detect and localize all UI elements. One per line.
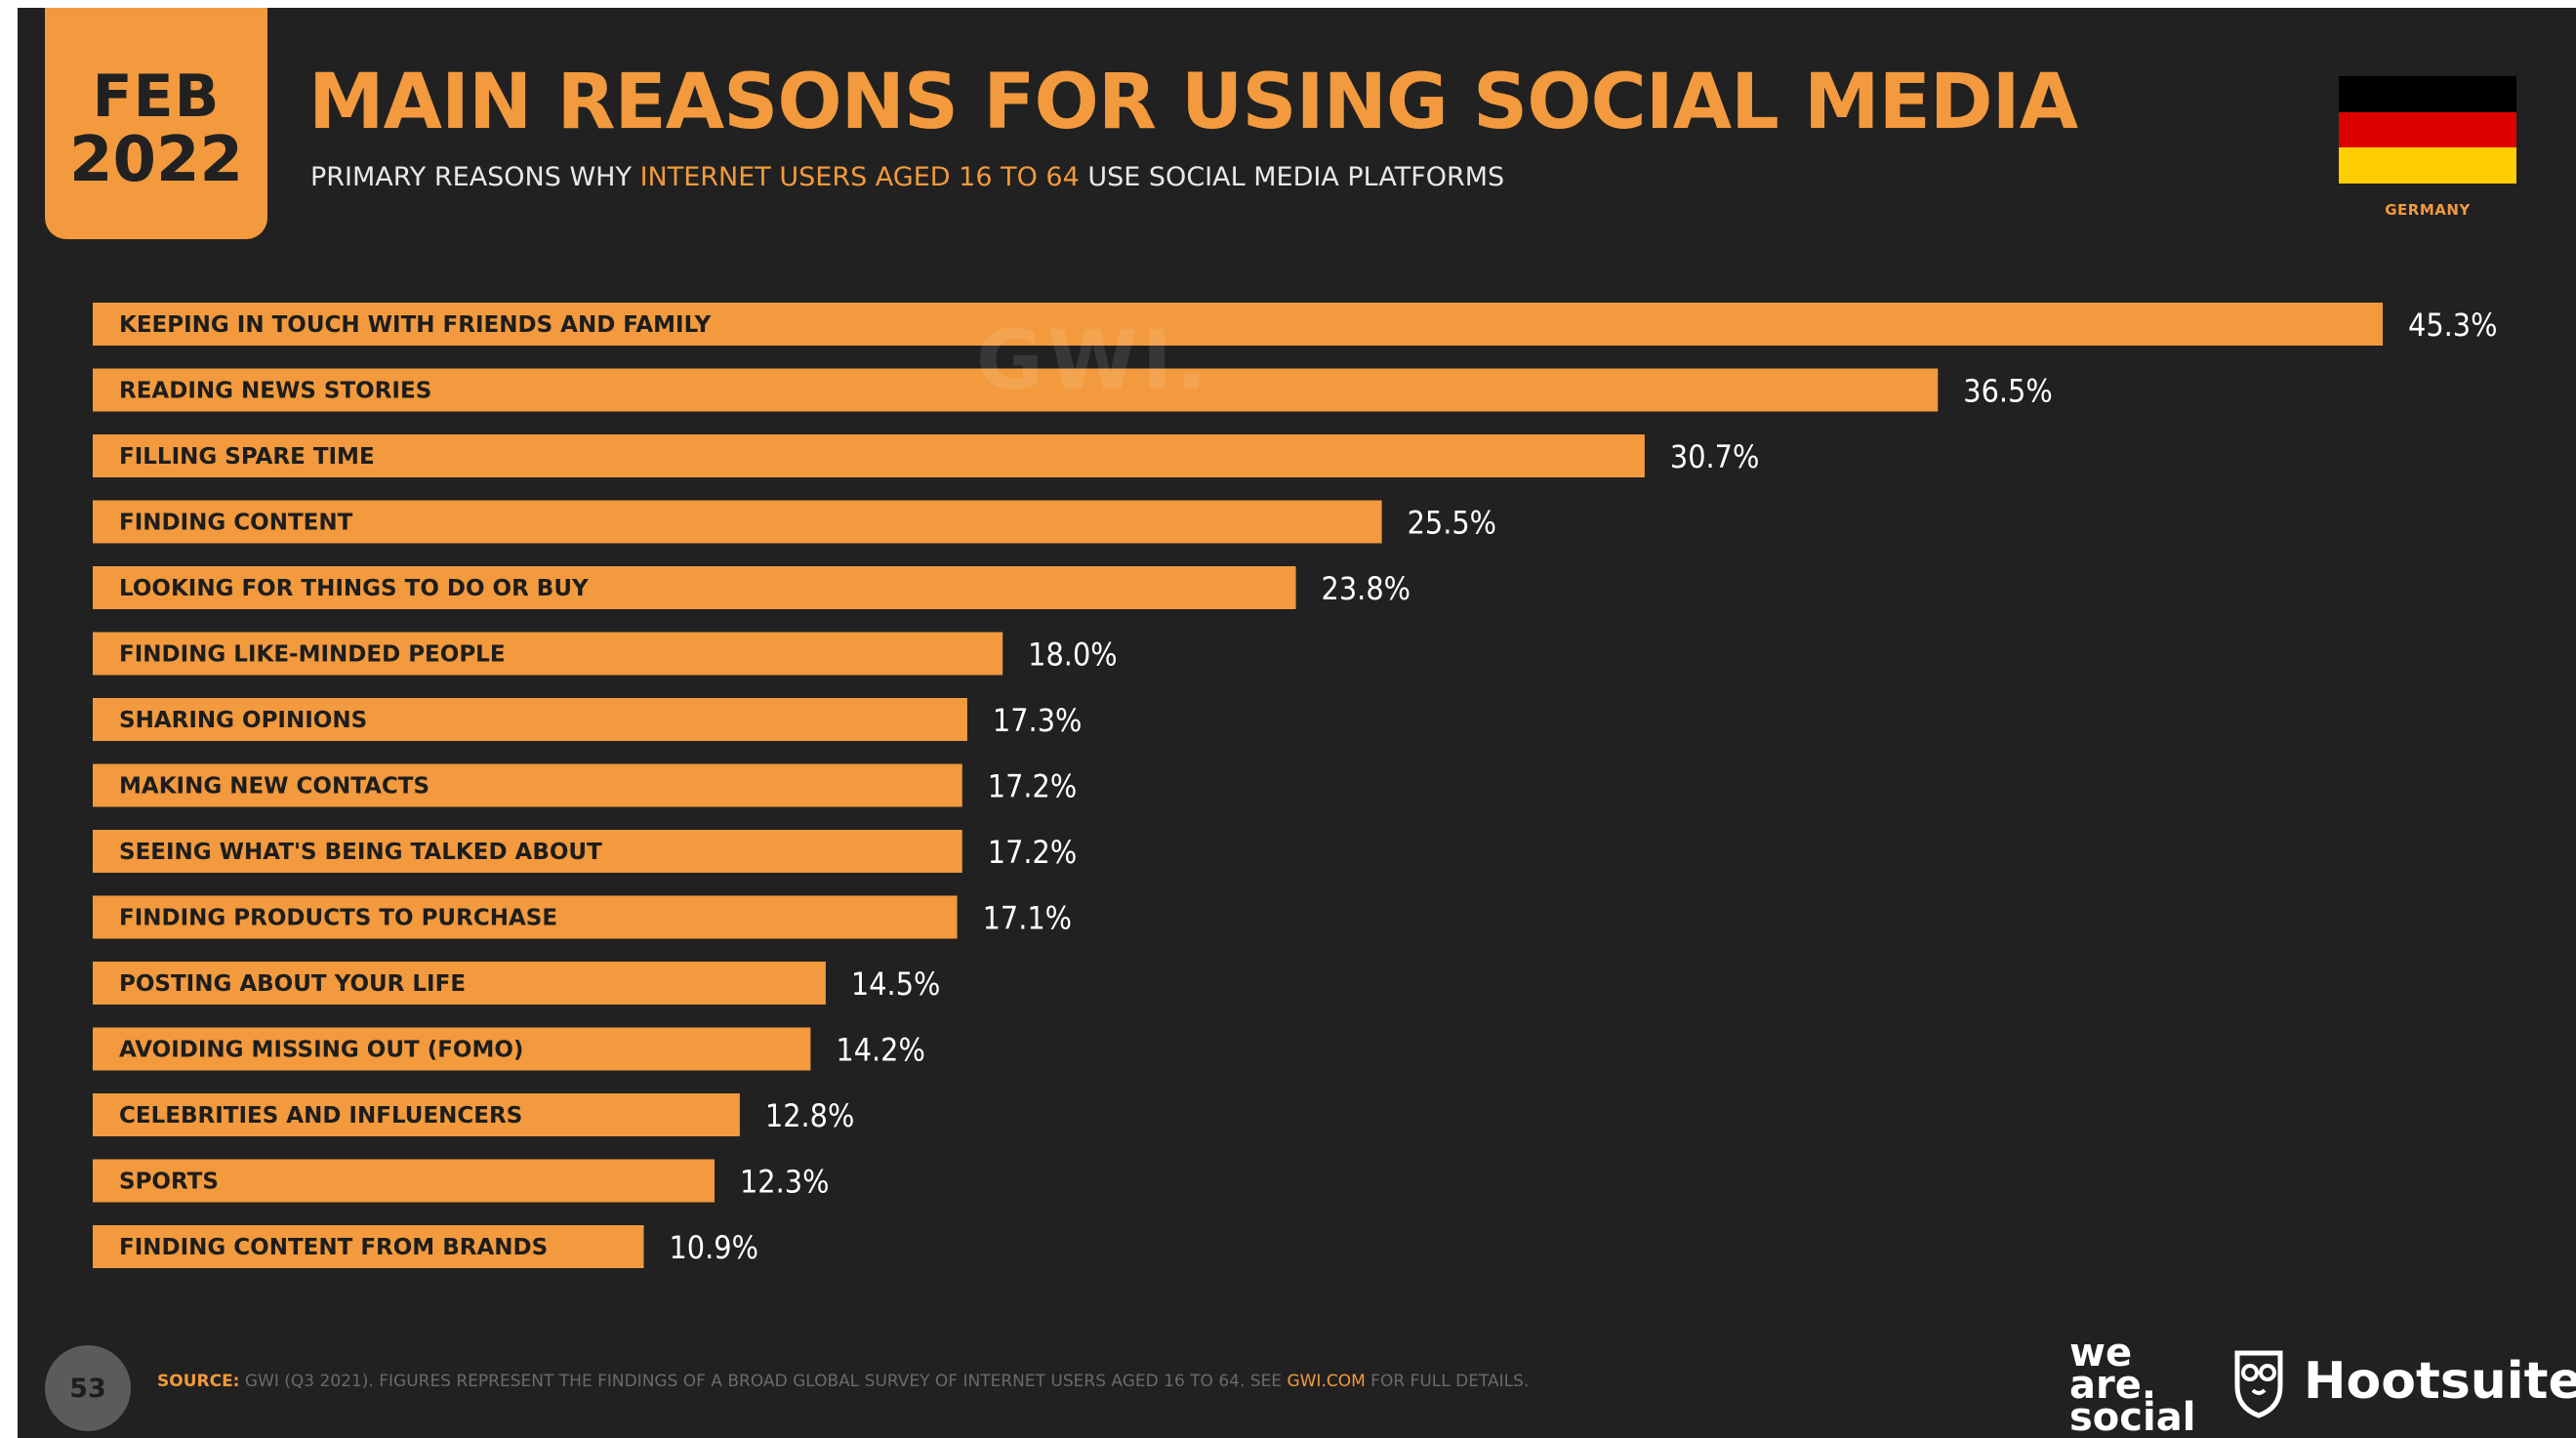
- bar-value-label: 18.0%: [1028, 637, 1117, 674]
- bar-value-label: 12.3%: [740, 1164, 829, 1201]
- bar-value-label: 10.9%: [669, 1229, 757, 1266]
- we-are-social-logo: we are. social: [2069, 1331, 2196, 1438]
- bar: [93, 566, 1296, 609]
- source-link[interactable]: GWI.COM: [1287, 1372, 1366, 1391]
- page-subtitle: PRIMARY REASONS WHY INTERNET USERS AGED …: [310, 162, 1504, 192]
- bar-value-label: 17.2%: [988, 768, 1077, 805]
- source-note: SOURCE: GWI (Q3 2021). FIGURES REPRESENT…: [157, 1372, 1529, 1391]
- country-label: GERMANY: [2385, 201, 2471, 219]
- owl-shield-icon: [2234, 1350, 2283, 1418]
- hootsuite-wordmark: Hootsuite: [2304, 1352, 2576, 1411]
- flag-stripe-gold: [2339, 147, 2516, 184]
- bar-chart: KEEPING IN TOUCH WITH FRIENDS AND FAMILY…: [93, 303, 2497, 1268]
- bar: [93, 962, 826, 1005]
- bar-value-label: 25.5%: [1408, 505, 1496, 542]
- flag-stripe-red: [2339, 111, 2516, 148]
- subtitle-highlight: INTERNET USERS AGED 16 TO 64: [639, 162, 1080, 192]
- bar-category-label: LOOKING FOR THINGS TO DO OR BUY: [119, 576, 589, 601]
- bar-category-label: SEEING WHAT'S BEING TALKED ABOUT: [119, 840, 602, 865]
- bar-value-label: 14.2%: [836, 1032, 924, 1069]
- logo-social: social: [2069, 1394, 2196, 1438]
- page-number: 53: [45, 1345, 131, 1431]
- bar: [93, 303, 2383, 346]
- bar-category-label: FINDING CONTENT: [119, 511, 353, 536]
- page-title: MAIN REASONS FOR USING SOCIAL MEDIA: [308, 59, 2078, 146]
- subtitle-end: USE SOCIAL MEDIA PLATFORMS: [1079, 162, 1505, 192]
- bar: [93, 368, 1939, 412]
- bar-value-label: 12.8%: [765, 1097, 854, 1134]
- bar: [93, 1027, 811, 1071]
- germany-flag-icon: [2339, 76, 2516, 184]
- source-text-end: FOR FULL DETAILS.: [1365, 1372, 1530, 1391]
- bar-value-label: 36.5%: [1963, 373, 2052, 410]
- bar: [93, 1225, 644, 1268]
- logo-we: we: [2069, 1331, 2133, 1376]
- logo-are: are.: [2069, 1362, 2157, 1408]
- bar-value-label: 14.5%: [851, 966, 940, 1003]
- bar-category-label: FILLING SPARE TIME: [119, 444, 375, 470]
- source-text: GWI (Q3 2021). FIGURES REPRESENT THE FIN…: [239, 1372, 1288, 1391]
- bar-category-label: SPORTS: [119, 1170, 219, 1195]
- bar-category-label: FINDING LIKE-MINDED PEOPLE: [119, 642, 506, 668]
- bar: [93, 698, 967, 741]
- bar: [93, 500, 1382, 544]
- bar-category-label: POSTING ABOUT YOUR LIFE: [119, 971, 466, 997]
- bar-category-label: AVOIDING MISSING OUT (FOMO): [119, 1038, 523, 1063]
- gwi-watermark: GWI.: [976, 312, 1211, 408]
- subtitle-start: PRIMARY REASONS WHY: [310, 162, 640, 192]
- bar-value-label: 17.1%: [983, 900, 1072, 937]
- bar-value-label: 17.3%: [993, 702, 1082, 739]
- flag-stripe-black: [2339, 76, 2516, 112]
- bar: [93, 830, 962, 873]
- bar-value-label: 30.7%: [1670, 438, 1759, 475]
- bar: [93, 632, 1003, 676]
- bar-value-label: 17.2%: [988, 834, 1077, 871]
- bar-category-label: CELEBRITIES AND INFLUENCERS: [119, 1103, 522, 1129]
- bar-category-label: SHARING OPINIONS: [119, 708, 367, 733]
- bar-value-label: 23.8%: [1322, 570, 1411, 607]
- bar: [93, 763, 962, 807]
- bar-category-label: READING NEWS STORIES: [119, 379, 431, 404]
- badge-month: FEB: [92, 62, 221, 132]
- date-badge: FEB 2022: [45, 8, 267, 239]
- source-label: SOURCE:: [157, 1372, 240, 1391]
- hootsuite-logo: Hootsuite®: [2304, 1352, 2576, 1411]
- bar-category-label: MAKING NEW CONTACTS: [119, 774, 429, 800]
- bar-category-label: FINDING PRODUCTS TO PURCHASE: [119, 906, 557, 931]
- slide: FEB 2022 MAIN REASONS FOR USING SOCIAL M…: [18, 8, 2576, 1438]
- bar-category-label: FINDING CONTENT FROM BRANDS: [119, 1235, 548, 1260]
- bar-value-label: 45.3%: [2408, 307, 2497, 344]
- bar: [93, 1093, 740, 1136]
- bar: [93, 895, 958, 939]
- badge-year: 2022: [68, 124, 244, 197]
- bar: [93, 434, 1645, 477]
- bar-category-label: KEEPING IN TOUCH WITH FRIENDS AND FAMILY: [119, 312, 712, 338]
- bar: [93, 1159, 715, 1203]
